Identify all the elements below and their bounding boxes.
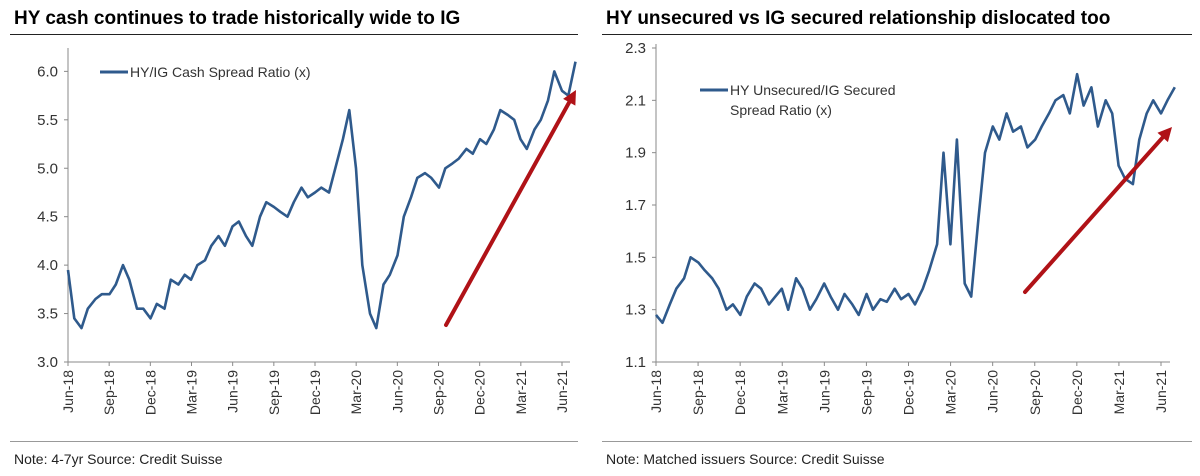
- trend-arrow-head: [563, 90, 576, 106]
- line-chart: 3.0 3.5 4.0 4.5 5.0 5.5 6.0 Jun-18 Sep-18 Dec-18 M…: [37, 48, 577, 415]
- x-tick-label: Dec-20: [1069, 370, 1085, 415]
- x-tick-label: Dec-19: [307, 370, 323, 415]
- x-tick-label: Sep-18: [101, 370, 117, 415]
- x-tick-label: Sep-20: [1027, 370, 1043, 415]
- y-tick-label: 5.0: [37, 160, 58, 177]
- legend-label: HY Unsecured/IG Secured: [730, 82, 896, 98]
- x-tick-label: Dec-18: [732, 370, 748, 415]
- x-tick-label: Jun-18: [648, 370, 664, 413]
- y-tick-label: 1.9: [625, 145, 646, 162]
- legend-label: Spread Ratio (x): [730, 102, 832, 118]
- y-tick-label: 4.5: [37, 209, 58, 226]
- chart-panel-left: HY cash continues to trade historically …: [0, 0, 592, 476]
- y-tick-label: 3.0: [37, 354, 58, 371]
- title-divider: [602, 34, 1192, 35]
- x-tick-label: Sep-19: [266, 370, 282, 415]
- x-tick-label: Jun-21: [554, 370, 570, 413]
- x-tick-label: Mar-21: [1111, 370, 1127, 415]
- x-tick-label: Mar-21: [513, 370, 529, 415]
- x-tick-label: Mar-19: [184, 370, 200, 415]
- x-tick-label: Dec-19: [901, 370, 917, 415]
- chart-panel-right: HY unsecured vs IG secured relationship …: [600, 0, 1200, 476]
- x-tick-label: Mar-20: [943, 370, 959, 415]
- x-tick-label: Sep-20: [431, 370, 447, 415]
- y-tick-label: 4.0: [37, 257, 58, 274]
- x-tick-label: Dec-20: [472, 370, 488, 415]
- y-tick-label: 1.7: [625, 197, 646, 214]
- x-tick-label: Sep-19: [858, 370, 874, 415]
- source-note: Note: 4-7yr Source: Credit Suisse: [14, 451, 223, 467]
- chart-title: HY cash continues to trade historically …: [14, 8, 461, 29]
- chart-title: HY unsecured vs IG secured relationship …: [606, 8, 1111, 29]
- trend-arrow-line: [1023, 135, 1165, 294]
- x-tick-label: Jun-21: [1153, 370, 1169, 413]
- series-line: [654, 72, 1176, 325]
- source-note: Note: Matched issuers Source: Credit Sui…: [606, 451, 885, 467]
- y-tick-label: 5.5: [37, 112, 58, 129]
- trend-arrow-line: [444, 100, 572, 327]
- x-tick-label: Dec-18: [142, 370, 158, 415]
- series-line: [66, 61, 577, 330]
- x-tick-label: Jun-19: [225, 370, 241, 413]
- line-chart: 1.1 1.3 1.5 1.7 1.9 2.1 2.3 Jun-18 Sep-18 Dec-18 M…: [625, 40, 1176, 415]
- y-tick-label: 6.0: [37, 63, 58, 80]
- y-tick-label: 1.3: [625, 302, 646, 319]
- footer-divider: [10, 441, 578, 442]
- x-tick-label: Sep-18: [690, 370, 706, 415]
- y-tick-label: 2.1: [625, 92, 646, 109]
- title-divider: [10, 34, 578, 35]
- legend-label: HY/IG Cash Spread Ratio (x): [130, 64, 311, 80]
- trend-arrow-head: [1157, 127, 1172, 143]
- y-tick-label: 1.1: [625, 354, 646, 371]
- y-tick-label: 3.5: [37, 306, 58, 323]
- x-tick-label: Jun-20: [389, 370, 405, 413]
- x-tick-label: Mar-19: [774, 370, 790, 415]
- x-tick-label: Jun-18: [60, 370, 76, 413]
- y-tick-label: 2.3: [625, 40, 646, 57]
- x-tick-label: Jun-19: [816, 370, 832, 413]
- x-tick-label: Jun-20: [985, 370, 1001, 413]
- footer-divider: [602, 441, 1192, 442]
- x-tick-label: Mar-20: [348, 370, 364, 415]
- y-tick-label: 1.5: [625, 249, 646, 266]
